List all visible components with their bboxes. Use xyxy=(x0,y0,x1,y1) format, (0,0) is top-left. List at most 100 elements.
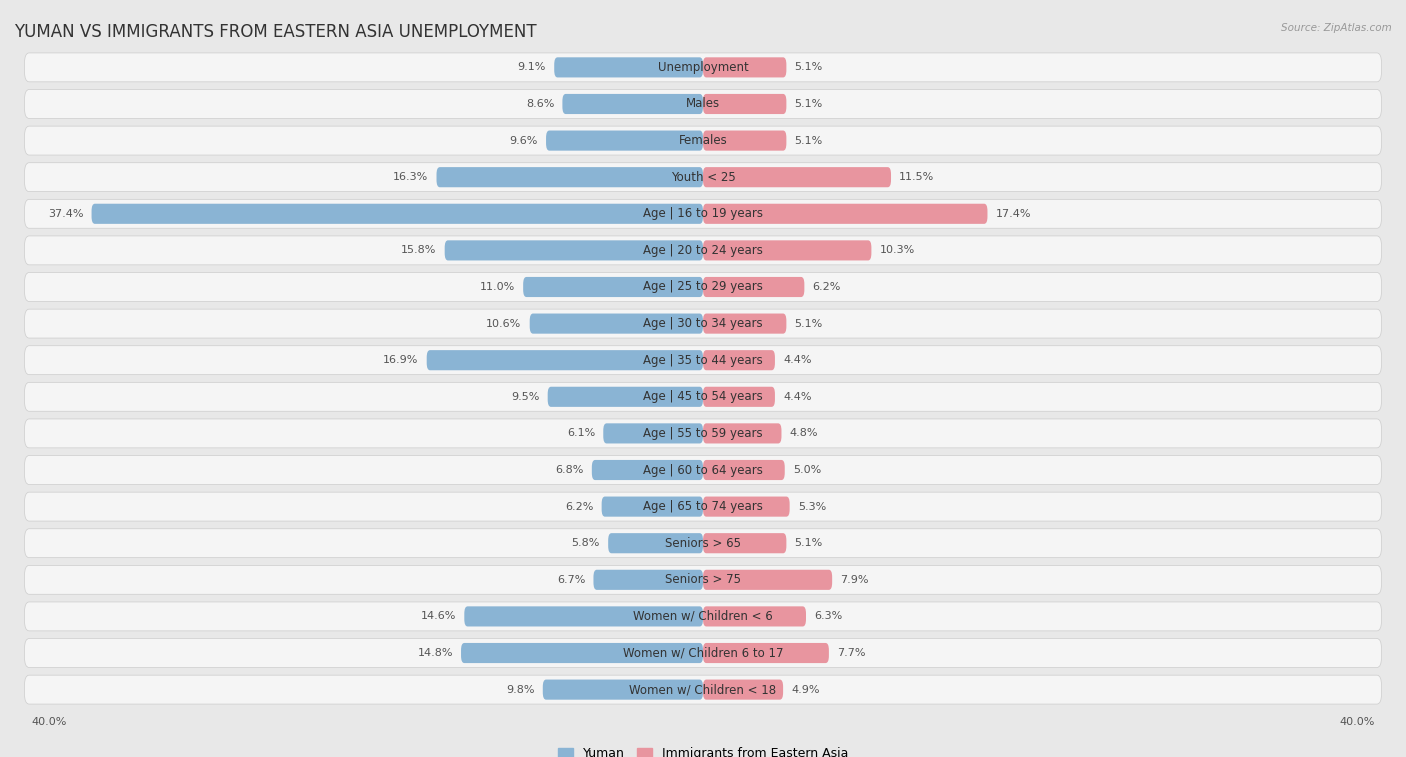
FancyBboxPatch shape xyxy=(609,533,703,553)
FancyBboxPatch shape xyxy=(24,273,1382,301)
Text: Males: Males xyxy=(686,98,720,111)
Text: 5.8%: 5.8% xyxy=(572,538,600,548)
Text: Youth < 25: Youth < 25 xyxy=(671,170,735,184)
FancyBboxPatch shape xyxy=(703,130,786,151)
FancyBboxPatch shape xyxy=(24,565,1382,594)
FancyBboxPatch shape xyxy=(24,382,1382,411)
Text: 6.1%: 6.1% xyxy=(567,428,595,438)
Text: Seniors > 65: Seniors > 65 xyxy=(665,537,741,550)
FancyBboxPatch shape xyxy=(24,528,1382,558)
Text: 16.3%: 16.3% xyxy=(394,172,429,182)
Text: 14.8%: 14.8% xyxy=(418,648,453,658)
Text: 5.1%: 5.1% xyxy=(794,538,823,548)
Text: Women w/ Children < 6: Women w/ Children < 6 xyxy=(633,610,773,623)
FancyBboxPatch shape xyxy=(602,497,703,517)
FancyBboxPatch shape xyxy=(703,58,786,77)
Text: 9.5%: 9.5% xyxy=(512,392,540,402)
Text: 6.2%: 6.2% xyxy=(813,282,841,292)
FancyBboxPatch shape xyxy=(24,675,1382,704)
FancyBboxPatch shape xyxy=(703,94,786,114)
Text: Females: Females xyxy=(679,134,727,147)
FancyBboxPatch shape xyxy=(703,387,775,407)
Text: Age | 35 to 44 years: Age | 35 to 44 years xyxy=(643,354,763,366)
FancyBboxPatch shape xyxy=(24,199,1382,229)
FancyBboxPatch shape xyxy=(703,313,786,334)
Text: 5.1%: 5.1% xyxy=(794,62,823,73)
FancyBboxPatch shape xyxy=(703,680,783,699)
FancyBboxPatch shape xyxy=(703,240,872,260)
Text: Age | 55 to 59 years: Age | 55 to 59 years xyxy=(643,427,763,440)
Text: 7.7%: 7.7% xyxy=(837,648,866,658)
FancyBboxPatch shape xyxy=(548,387,703,407)
FancyBboxPatch shape xyxy=(562,94,703,114)
Text: Age | 30 to 34 years: Age | 30 to 34 years xyxy=(643,317,763,330)
FancyBboxPatch shape xyxy=(593,570,703,590)
Text: Age | 25 to 29 years: Age | 25 to 29 years xyxy=(643,281,763,294)
Text: 11.5%: 11.5% xyxy=(900,172,935,182)
FancyBboxPatch shape xyxy=(703,497,790,517)
Text: 5.3%: 5.3% xyxy=(797,502,827,512)
FancyBboxPatch shape xyxy=(703,460,785,480)
Text: 4.9%: 4.9% xyxy=(792,684,820,695)
FancyBboxPatch shape xyxy=(703,423,782,444)
FancyBboxPatch shape xyxy=(703,643,830,663)
FancyBboxPatch shape xyxy=(703,204,987,224)
Text: 8.6%: 8.6% xyxy=(526,99,554,109)
Text: 4.4%: 4.4% xyxy=(783,392,811,402)
FancyBboxPatch shape xyxy=(703,350,775,370)
Text: 37.4%: 37.4% xyxy=(48,209,83,219)
FancyBboxPatch shape xyxy=(464,606,703,627)
Text: 16.9%: 16.9% xyxy=(384,355,419,365)
Text: Women w/ Children < 18: Women w/ Children < 18 xyxy=(630,683,776,696)
Text: 15.8%: 15.8% xyxy=(401,245,436,255)
Text: Age | 20 to 24 years: Age | 20 to 24 years xyxy=(643,244,763,257)
Text: 5.0%: 5.0% xyxy=(793,465,821,475)
Text: YUMAN VS IMMIGRANTS FROM EASTERN ASIA UNEMPLOYMENT: YUMAN VS IMMIGRANTS FROM EASTERN ASIA UN… xyxy=(14,23,537,41)
FancyBboxPatch shape xyxy=(24,419,1382,448)
FancyBboxPatch shape xyxy=(554,58,703,77)
Text: 5.1%: 5.1% xyxy=(794,99,823,109)
FancyBboxPatch shape xyxy=(703,606,806,627)
FancyBboxPatch shape xyxy=(703,277,804,297)
FancyBboxPatch shape xyxy=(24,236,1382,265)
Text: Age | 16 to 19 years: Age | 16 to 19 years xyxy=(643,207,763,220)
Text: 9.1%: 9.1% xyxy=(517,62,546,73)
Text: 17.4%: 17.4% xyxy=(995,209,1031,219)
Text: 6.3%: 6.3% xyxy=(814,612,842,621)
Legend: Yuman, Immigrants from Eastern Asia: Yuman, Immigrants from Eastern Asia xyxy=(553,743,853,757)
FancyBboxPatch shape xyxy=(592,460,703,480)
FancyBboxPatch shape xyxy=(426,350,703,370)
FancyBboxPatch shape xyxy=(24,309,1382,338)
FancyBboxPatch shape xyxy=(24,602,1382,631)
Text: Age | 60 to 64 years: Age | 60 to 64 years xyxy=(643,463,763,476)
FancyBboxPatch shape xyxy=(91,204,703,224)
Text: 4.8%: 4.8% xyxy=(790,428,818,438)
Text: Source: ZipAtlas.com: Source: ZipAtlas.com xyxy=(1281,23,1392,33)
Text: 11.0%: 11.0% xyxy=(479,282,515,292)
FancyBboxPatch shape xyxy=(24,639,1382,668)
FancyBboxPatch shape xyxy=(546,130,703,151)
FancyBboxPatch shape xyxy=(703,167,891,187)
Text: 6.7%: 6.7% xyxy=(557,575,585,585)
Text: Age | 45 to 54 years: Age | 45 to 54 years xyxy=(643,391,763,403)
Text: 6.2%: 6.2% xyxy=(565,502,593,512)
FancyBboxPatch shape xyxy=(603,423,703,444)
Text: Age | 65 to 74 years: Age | 65 to 74 years xyxy=(643,500,763,513)
Text: 4.4%: 4.4% xyxy=(783,355,811,365)
Text: Seniors > 75: Seniors > 75 xyxy=(665,573,741,587)
Text: Women w/ Children 6 to 17: Women w/ Children 6 to 17 xyxy=(623,646,783,659)
FancyBboxPatch shape xyxy=(543,680,703,699)
FancyBboxPatch shape xyxy=(24,89,1382,118)
FancyBboxPatch shape xyxy=(24,346,1382,375)
Text: 5.1%: 5.1% xyxy=(794,136,823,145)
Text: 14.6%: 14.6% xyxy=(420,612,456,621)
Text: 10.3%: 10.3% xyxy=(880,245,915,255)
Text: 10.6%: 10.6% xyxy=(486,319,522,329)
FancyBboxPatch shape xyxy=(24,53,1382,82)
FancyBboxPatch shape xyxy=(444,240,703,260)
Text: 5.1%: 5.1% xyxy=(794,319,823,329)
FancyBboxPatch shape xyxy=(523,277,703,297)
FancyBboxPatch shape xyxy=(24,456,1382,484)
FancyBboxPatch shape xyxy=(436,167,703,187)
FancyBboxPatch shape xyxy=(461,643,703,663)
